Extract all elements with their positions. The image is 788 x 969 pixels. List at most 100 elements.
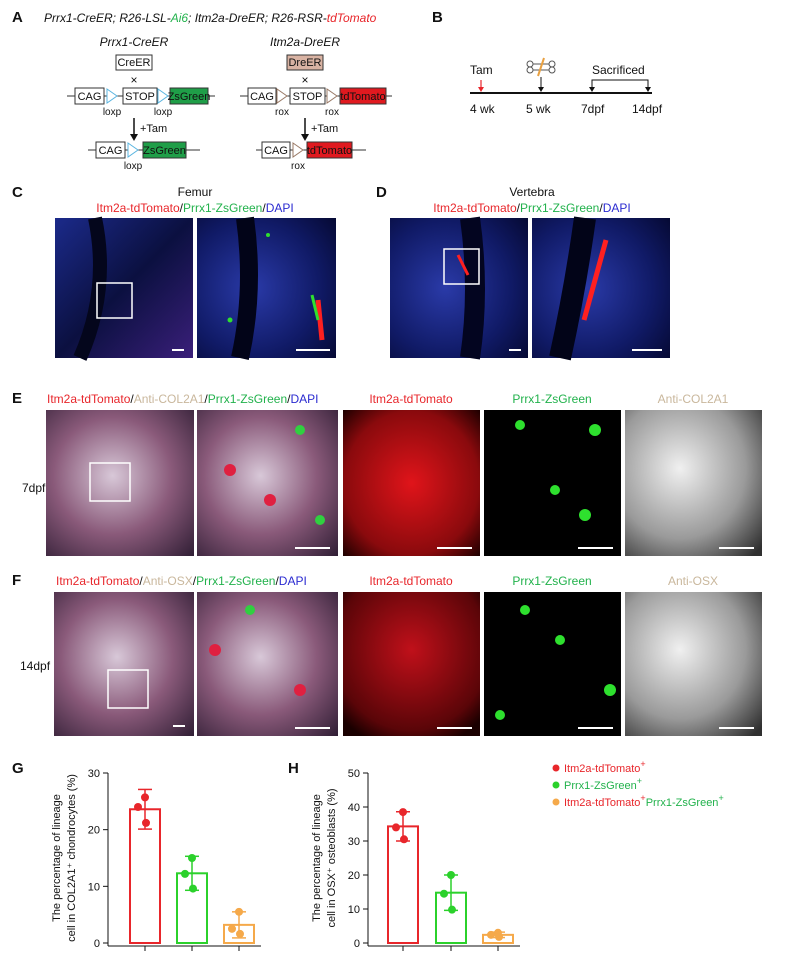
image	[343, 592, 480, 736]
stain-part: Anti-COL2A1	[134, 392, 205, 406]
y-axis-label: cell in COL2A1⁺ chondrocytes (%)	[66, 774, 78, 942]
cross: ×	[130, 73, 137, 87]
box-label: CAG	[264, 145, 288, 157]
data-point	[141, 793, 149, 802]
box-label: ZsGreen	[143, 145, 186, 157]
panel-label: F	[12, 572, 21, 589]
stain: Itm2a-tdTomato/Anti-COL2A1/Prrx1-ZsGreen…	[47, 392, 318, 406]
stain-part: Itm2a-tdTomato	[433, 201, 517, 215]
genotype-part: ; Itm2a-DreER; R26-RSR-	[188, 11, 327, 25]
stain-part: Prrx1-ZsGreen	[520, 201, 599, 215]
micrographs-c	[55, 216, 336, 361]
micrographs-e	[46, 410, 762, 556]
image	[532, 218, 670, 358]
data-point	[134, 803, 142, 811]
legend-sup: +	[640, 759, 645, 769]
inset-box	[107, 669, 149, 709]
box-label: STOP	[293, 91, 323, 103]
stain-part: Itm2a-tdTomato	[47, 392, 131, 406]
stain-part: DAPI	[290, 392, 318, 406]
stain-part: /	[139, 574, 143, 588]
site-label: rox	[325, 107, 339, 118]
panel-label: E	[12, 390, 22, 407]
data-point	[392, 823, 400, 832]
image	[46, 410, 194, 556]
stain: Itm2a-tdTomato/Anti-OSX/Prrx1-ZsGreen/DA…	[56, 574, 307, 588]
y-tick-label: 0	[354, 938, 360, 950]
stain-part: /	[204, 392, 208, 406]
box	[339, 87, 387, 105]
stain-part: DAPI	[279, 574, 307, 588]
stain-part: /	[180, 201, 184, 215]
site	[157, 88, 169, 104]
stain-part: Prrx1-ZsGreen	[183, 201, 262, 215]
cross: ×	[301, 73, 308, 87]
arrowhead	[478, 87, 484, 92]
image	[625, 410, 762, 556]
image	[54, 592, 194, 736]
data-point	[228, 924, 236, 933]
channel: Anti-COL2A1	[658, 392, 729, 406]
data-point	[487, 930, 495, 939]
legend-marker	[552, 781, 560, 789]
stain-part: /	[275, 574, 279, 588]
site	[276, 88, 288, 104]
panel-label: A	[12, 9, 23, 26]
genotype-part: Prrx1-CreER; R26-LSL-	[44, 11, 171, 25]
y-tick-label: 20	[88, 825, 100, 837]
box-label: STOP	[125, 91, 155, 103]
image	[343, 410, 480, 556]
site	[292, 142, 304, 158]
box-label: CreER	[117, 57, 150, 69]
image	[625, 592, 762, 736]
stain-part: Anti-OSX	[143, 574, 193, 588]
bone-icon	[526, 57, 556, 77]
y-tick-label: 40	[348, 802, 360, 814]
box	[306, 141, 353, 159]
legend-marker	[552, 798, 560, 806]
bar	[387, 825, 419, 945]
box	[169, 87, 209, 105]
event: Sacrificed	[592, 63, 645, 77]
data-point	[142, 818, 150, 827]
y-tick-label: 10	[88, 881, 100, 893]
tissue: Femur	[178, 185, 213, 199]
timepoint: 4 wk	[470, 102, 496, 116]
box	[247, 87, 277, 105]
channel: Itm2a-tdTomato	[369, 574, 453, 588]
stain-part: DAPI	[603, 201, 631, 215]
legend-part: Itm2a-tdTomato	[564, 763, 640, 775]
y-axis-label: The percentage of lineage	[51, 794, 63, 922]
timepoint: 7dpf	[22, 481, 46, 495]
channel: Anti-OSX	[668, 574, 718, 588]
legend-marker	[552, 764, 560, 772]
box	[286, 54, 324, 71]
image	[197, 410, 338, 556]
construct-title: Itm2a-DreER	[270, 35, 340, 49]
genotype-part: tdTomato	[327, 11, 377, 25]
construct-title: Prrx1-CreER	[100, 35, 169, 49]
box	[95, 141, 126, 159]
image	[197, 218, 336, 358]
data-point	[440, 889, 448, 898]
arrowhead	[645, 87, 651, 92]
stain-part: /	[287, 392, 291, 406]
data-point	[235, 907, 243, 916]
channel: Itm2a-tdTomato	[369, 392, 453, 406]
data-point	[188, 854, 196, 862]
site-label: loxp	[124, 161, 143, 172]
arrowhead	[538, 87, 544, 92]
timepoint: 7dpf	[581, 102, 605, 116]
legend-label: Prrx1-ZsGreen+	[564, 776, 642, 792]
inset-box	[443, 248, 480, 285]
legend-sup: +	[640, 793, 645, 803]
arrowhead	[130, 134, 138, 141]
box-label: CAG	[99, 145, 123, 157]
panel-label: D	[376, 184, 387, 201]
timepoint: 5 wk	[526, 102, 552, 116]
site	[106, 88, 118, 104]
box-label: tdTomato	[340, 91, 385, 103]
genotype-part: Ai6	[170, 11, 189, 25]
timepoint: 14dpf	[632, 102, 663, 116]
